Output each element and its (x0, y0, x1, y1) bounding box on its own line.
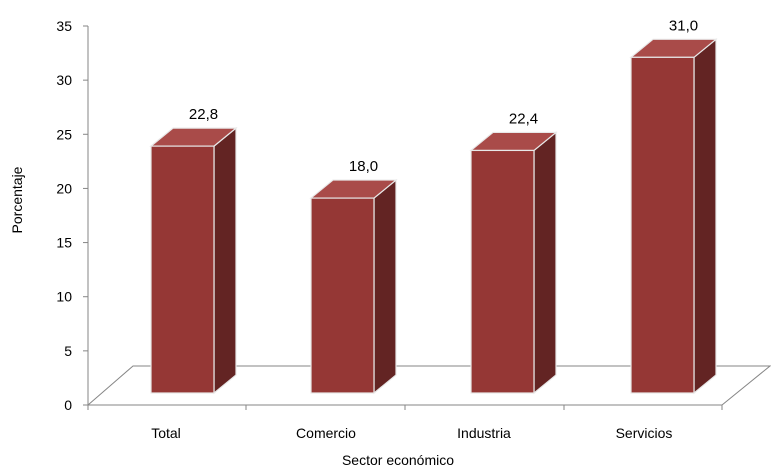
data-label: 22,4 (509, 110, 538, 127)
data-label: 22,8 (189, 106, 218, 123)
bar-servicios (629, 38, 718, 395)
y-tick-label: 10 (56, 289, 72, 305)
floor-plane (86, 365, 771, 406)
bar-side (373, 178, 397, 395)
bar-total (149, 126, 238, 395)
x-tick-label: Total (151, 425, 181, 441)
data-label: 31,0 (669, 17, 698, 34)
x-tick-label: Servicios (616, 425, 673, 441)
bar-front (150, 145, 215, 394)
bars (149, 38, 718, 395)
x-tick-label: Industria (457, 425, 511, 441)
y-tick-label: 30 (56, 72, 72, 88)
y-tick-label: 5 (64, 343, 72, 359)
y-tick-label: 25 (56, 126, 72, 142)
x-tick-label: Comercio (296, 425, 356, 441)
bar-side (693, 38, 717, 395)
bar-front (310, 197, 375, 394)
chart-floor (86, 365, 771, 406)
x-axis-title: Sector económico (342, 452, 454, 468)
bar-comercio (309, 178, 398, 395)
data-label: 18,0 (349, 158, 378, 175)
y-axis-title: Porcentaje (9, 166, 25, 233)
bar-side (213, 126, 237, 395)
y-tick-label: 15 (56, 235, 72, 251)
bar-front (470, 149, 535, 394)
labels: 0 5 10 15 20 25 30 35 22,8 Total 18,0 Comercio 22,4 I… (56, 17, 698, 441)
bar-industria (469, 131, 558, 395)
y-tick-label: 0 (64, 397, 72, 413)
y-tick-label: 35 (56, 18, 72, 34)
y-axis (83, 25, 723, 410)
bar-side (533, 131, 557, 395)
y-tick-label: 20 (56, 180, 72, 196)
bar-front (630, 56, 695, 394)
